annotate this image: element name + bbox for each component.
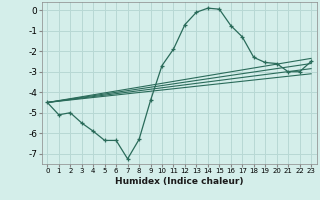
X-axis label: Humidex (Indice chaleur): Humidex (Indice chaleur) [115, 177, 244, 186]
